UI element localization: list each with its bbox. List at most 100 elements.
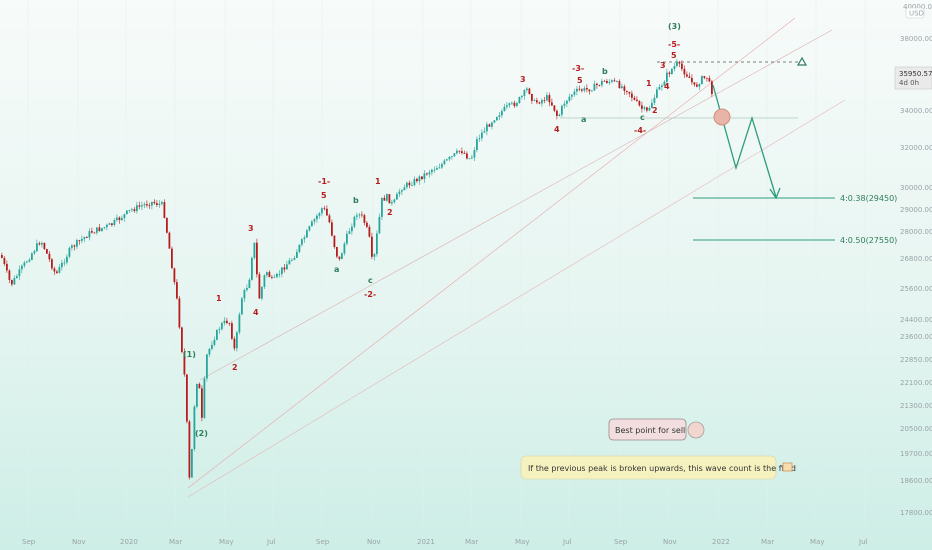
- candle-body: [606, 80, 608, 83]
- candle-body: [578, 88, 581, 90]
- upper-channel-line: [187, 17, 796, 489]
- x-tick-label: 2020: [120, 538, 138, 546]
- candle-body: [213, 339, 216, 345]
- candle-body: [451, 156, 453, 158]
- candle-body: [211, 344, 213, 349]
- candle-body: [496, 116, 498, 121]
- candle-body: [63, 262, 66, 264]
- candle-body: [161, 202, 163, 204]
- candle-body: [458, 150, 461, 152]
- candle-body: [481, 132, 483, 139]
- candle-body: [388, 194, 391, 204]
- candle-body: [478, 138, 481, 140]
- candle-body: [593, 83, 596, 91]
- wave-label: (1): [183, 350, 196, 359]
- candle-body: [316, 215, 318, 220]
- candle-body: [71, 245, 73, 248]
- candle-body: [16, 276, 18, 279]
- y-tick-label: 26800.00: [900, 255, 932, 263]
- candle-body: [288, 260, 291, 265]
- x-tick-label: Mar: [761, 538, 774, 546]
- candle-body: [671, 68, 673, 75]
- candle-body: [311, 221, 313, 227]
- candle-body: [306, 230, 308, 238]
- sell-callout[interactable]: Best point for sell: [608, 418, 705, 441]
- wave-label: 5: [321, 191, 327, 200]
- wave-label: 2: [652, 106, 658, 115]
- candle-body: [361, 214, 363, 216]
- candle-body: [658, 86, 661, 90]
- candle-body: [208, 348, 211, 355]
- candle-body: [73, 245, 76, 247]
- candle-body: [368, 226, 371, 237]
- candle-body: [553, 105, 556, 111]
- candle-body: [588, 89, 591, 92]
- y-tick-label: 17800.00: [900, 509, 932, 517]
- y-tick-label: 32000.00: [900, 144, 932, 152]
- candle-body: [303, 237, 306, 240]
- candle-body: [453, 153, 456, 157]
- price-badge: 35950.57 4d 0h: [894, 66, 932, 90]
- candle-body: [373, 254, 376, 257]
- candle-body: [126, 210, 128, 215]
- candle-body: [591, 90, 593, 92]
- candle-body: [626, 90, 628, 92]
- y-tick-label: 25600.00: [900, 285, 932, 293]
- candle-body: [166, 217, 168, 233]
- candle-body: [383, 197, 386, 201]
- candle-body: [28, 259, 31, 262]
- candle-body: [156, 203, 158, 206]
- candle-body: [663, 81, 666, 86]
- target-triangle-icon[interactable]: [796, 56, 808, 66]
- candle-body: [298, 244, 301, 252]
- fib-label-050: 4:0.50(27550): [840, 236, 897, 245]
- note-callout[interactable]: If the previous peak is broken upwards, …: [520, 455, 796, 480]
- candle-body: [366, 222, 368, 227]
- candle-body: [543, 100, 546, 101]
- sell-point-circle[interactable]: [713, 108, 731, 126]
- y-tick-label: 30000.00: [900, 184, 932, 192]
- candle-body: [551, 102, 553, 106]
- candle-body: [598, 85, 601, 86]
- candle-body: [263, 275, 266, 287]
- candle-body: [356, 215, 358, 217]
- candle-body: [503, 106, 506, 112]
- candle-body: [11, 279, 13, 285]
- candle-body: [136, 205, 138, 212]
- candle-body: [446, 159, 448, 161]
- x-tick-label: Sep: [22, 538, 36, 546]
- candle-body: [338, 256, 341, 260]
- candle-body: [121, 218, 123, 221]
- candle-body: [708, 78, 711, 82]
- candle-body: [326, 208, 328, 216]
- candle-body: [91, 231, 93, 233]
- candle-body: [41, 242, 43, 245]
- candle-body: [1, 255, 3, 258]
- candle-body: [541, 100, 543, 104]
- candle-body: [98, 227, 101, 232]
- candle-body: [176, 282, 178, 299]
- wave-label: -4-: [634, 126, 646, 135]
- candle-body: [633, 97, 636, 100]
- currency-badge[interactable]: USD: [905, 7, 925, 19]
- x-tick-label: Mar: [169, 538, 182, 546]
- candle-body: [488, 124, 491, 127]
- candle-body: [608, 81, 611, 83]
- candle-body: [346, 233, 348, 244]
- candle-body: [181, 327, 183, 352]
- candle-body: [538, 102, 541, 104]
- candle-body: [6, 263, 8, 271]
- note-chart-icon[interactable]: [782, 462, 793, 472]
- candle-body: [431, 169, 433, 173]
- candle-body: [66, 256, 68, 263]
- candle-body: [251, 257, 253, 280]
- wave-label: (2): [195, 429, 208, 438]
- candle-body: [253, 242, 256, 258]
- candle-body: [571, 94, 573, 97]
- candle-body: [586, 88, 588, 90]
- candle-body: [646, 107, 648, 111]
- candle-body: [143, 204, 146, 206]
- x-tick-label: Nov: [663, 538, 677, 546]
- candle-body: [281, 267, 283, 274]
